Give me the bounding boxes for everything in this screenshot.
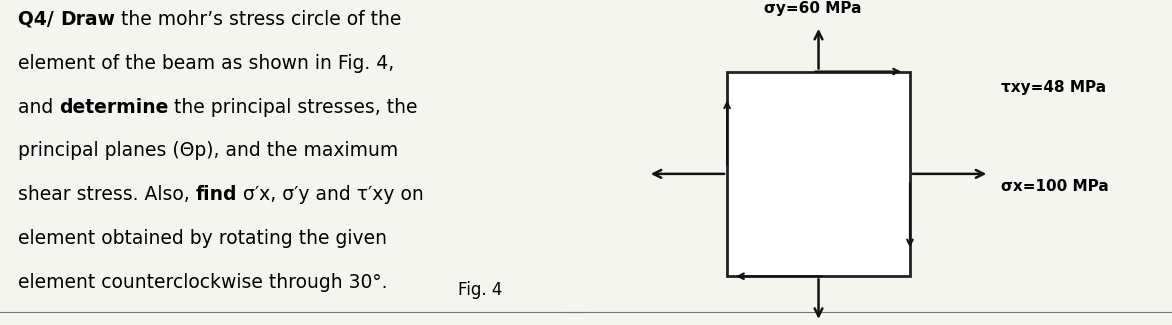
Text: σy=60 MPa: σy=60 MPa — [764, 1, 861, 16]
Text: find: find — [196, 185, 237, 204]
Text: τxy=48 MPa: τxy=48 MPa — [1001, 80, 1106, 95]
Text: and: and — [18, 98, 59, 116]
Text: Fig. 4: Fig. 4 — [458, 281, 503, 299]
Text: Q4/: Q4/ — [18, 10, 60, 29]
Text: shear stress. Also,: shear stress. Also, — [18, 185, 196, 204]
Text: σ′x, σ′y and τ′xy on: σ′x, σ′y and τ′xy on — [237, 185, 423, 204]
Text: determine: determine — [59, 98, 169, 116]
Text: element obtained by rotating the given: element obtained by rotating the given — [18, 229, 387, 248]
Text: σx=100 MPa: σx=100 MPa — [1001, 179, 1109, 194]
Bar — [727, 72, 909, 276]
Text: element counterclockwise through 30°.: element counterclockwise through 30°. — [18, 273, 387, 292]
Text: the mohr’s stress circle of the: the mohr’s stress circle of the — [115, 10, 401, 29]
Text: element of the beam as shown in Fig. 4,: element of the beam as shown in Fig. 4, — [18, 54, 394, 72]
Text: principal planes (Θp), and the maximum: principal planes (Θp), and the maximum — [18, 141, 397, 160]
Text: the principal stresses, the: the principal stresses, the — [169, 98, 417, 116]
Text: Draw: Draw — [60, 10, 115, 29]
